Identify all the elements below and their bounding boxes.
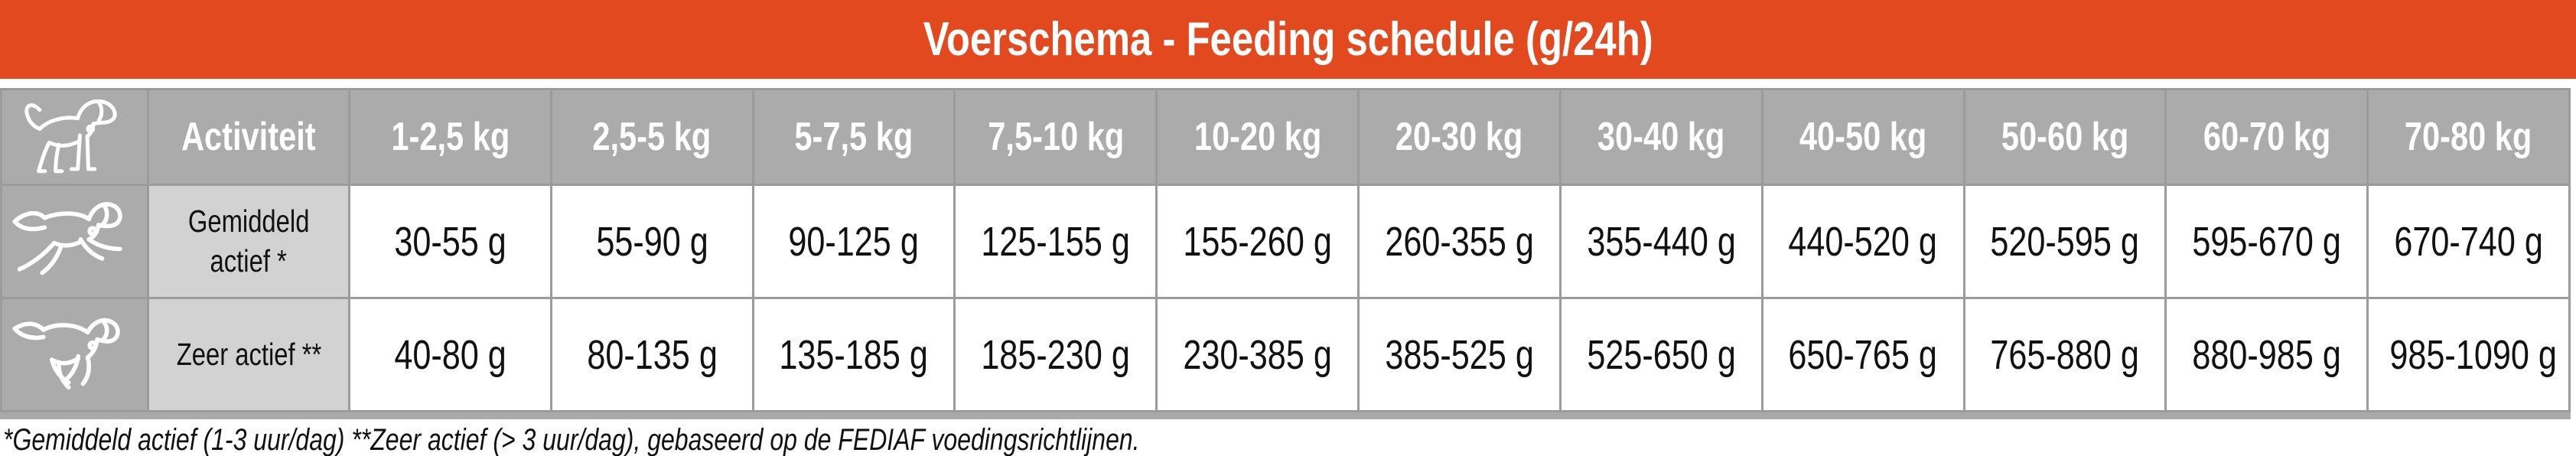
title-bar: Voerschema - Feeding schedule (g/24h) — [0, 0, 2576, 79]
footnote: *Gemiddeld actief (1-3 uur/dag) **Zeer a… — [3, 423, 1140, 456]
feeding-value-cell: 595-670 g — [2164, 184, 2369, 299]
col-header-weight: 5-7,5 kg — [751, 88, 956, 186]
row-very-active: Zeer actief ** 40-80 g 80-135 g 135-185 … — [0, 297, 2571, 412]
col-header-weight: 70-80 kg — [2366, 88, 2571, 186]
dog-galloping-icon — [0, 297, 149, 412]
col-header-weight: 50-60 kg — [1962, 88, 2167, 186]
feeding-value-cell: 440-520 g — [1760, 184, 1965, 299]
title-table-gap — [0, 79, 2576, 88]
col-header-activiteit: Activiteit — [147, 88, 350, 186]
feeding-value-cell: 355-440 g — [1558, 184, 1763, 299]
feeding-value-cell: 260-355 g — [1357, 184, 1562, 299]
activity-label: Zeer actief ** — [147, 297, 350, 412]
feeding-value-cell: 55-90 g — [549, 184, 754, 299]
feeding-table: Activiteit 1-2,5 kg 2,5-5 kg 5-7,5 kg 7,… — [0, 88, 2571, 412]
dog-standing-icon — [0, 88, 149, 186]
feeding-value-cell: 185-230 g — [953, 297, 1158, 412]
feeding-value-cell: 880-985 g — [2164, 297, 2369, 412]
feeding-value-cell: 230-385 g — [1155, 297, 1360, 412]
feeding-value-cell: 155-260 g — [1155, 184, 1360, 299]
dog-leaping-icon — [0, 184, 149, 299]
feeding-value-cell: 765-880 g — [1962, 297, 2167, 412]
col-header-weight: 40-50 kg — [1760, 88, 1965, 186]
col-header-weight: 60-70 kg — [2164, 88, 2369, 186]
col-header-weight: 10-20 kg — [1155, 88, 1360, 186]
feeding-value-cell: 135-185 g — [751, 297, 956, 412]
feeding-value-cell: 30-55 g — [348, 184, 552, 299]
feeding-value-cell: 520-595 g — [1962, 184, 2167, 299]
feeding-value-cell: 385-525 g — [1357, 297, 1562, 412]
feeding-value-cell: 90-125 g — [751, 184, 956, 299]
feeding-value-cell: 985-1090 g — [2366, 297, 2571, 412]
page-title: Voerschema - Feeding schedule (g/24h) — [923, 13, 1653, 66]
col-header-weight: 30-40 kg — [1558, 88, 1763, 186]
feeding-value-cell: 670-740 g — [2366, 184, 2571, 299]
col-header-weight: 7,5-10 kg — [953, 88, 1158, 186]
col-header-weight: 1-2,5 kg — [348, 88, 552, 186]
feeding-value-cell: 125-155 g — [953, 184, 1158, 299]
col-header-weight: 2,5-5 kg — [549, 88, 754, 186]
feeding-value-cell: 80-135 g — [549, 297, 754, 412]
table-header-row: Activiteit 1-2,5 kg 2,5-5 kg 5-7,5 kg 7,… — [0, 88, 2571, 186]
feeding-value-cell: 650-765 g — [1760, 297, 1965, 412]
activity-label: Gemiddeld actief * — [147, 184, 350, 299]
row-average-active: Gemiddeld actief * 30-55 g 55-90 g 90-12… — [0, 184, 2571, 299]
col-header-weight: 20-30 kg — [1357, 88, 1562, 186]
table-bottom-border — [0, 412, 2571, 419]
feeding-value-cell: 525-650 g — [1558, 297, 1763, 412]
feeding-value-cell: 40-80 g — [348, 297, 552, 412]
